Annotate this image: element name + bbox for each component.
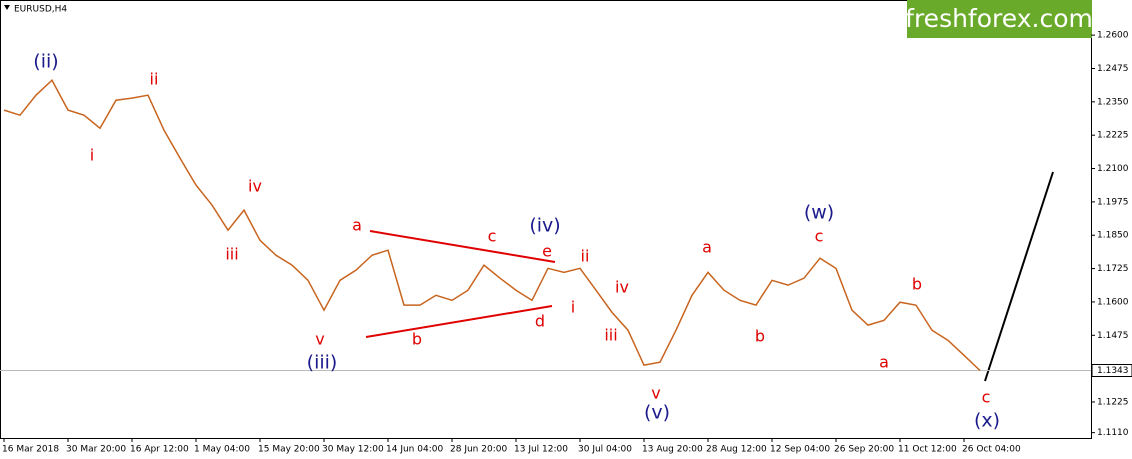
- projection-line: [984, 171, 1054, 382]
- wave-label: b: [755, 327, 765, 346]
- wave-label: b: [912, 275, 922, 294]
- plot-frame: [0, 0, 1092, 439]
- wave-label: c: [815, 227, 824, 246]
- x-tick-label: 16 Apr 12:00: [130, 445, 189, 455]
- triangle-lower: [365, 305, 553, 338]
- x-tick-label: 28 Aug 12:00: [706, 445, 767, 455]
- x-tick-label: 11 Oct 12:00: [898, 445, 957, 455]
- x-tick-label: 28 Jun 20:00: [450, 445, 507, 455]
- wave-label: iii: [604, 326, 617, 345]
- x-tick-label: 13 Aug 20:00: [642, 445, 703, 455]
- wave-label: c: [982, 388, 991, 407]
- y-tick-label: 1.2600: [1097, 31, 1129, 41]
- wave-label: iv: [248, 177, 262, 196]
- x-tick-label: 16 Mar 2018: [2, 445, 59, 455]
- price-line: [3, 79, 981, 372]
- wave-label: (x): [974, 410, 1000, 432]
- wave-label: a: [702, 238, 712, 257]
- x-tick-label: 14 Jun 04:00: [386, 445, 443, 455]
- wave-label: b: [412, 330, 422, 349]
- symbol: EURUSD,H4: [14, 5, 67, 15]
- symbol-icon: [4, 5, 10, 10]
- x-tick-label: 26 Oct 04:00: [962, 445, 1021, 455]
- wave-label: a: [352, 216, 362, 235]
- wave-label: (ii): [33, 51, 58, 73]
- x-tick-label: 12 Sep 04:00: [770, 445, 830, 455]
- wave-label: ii: [581, 247, 590, 266]
- wave-label: e: [542, 242, 552, 261]
- wave-label: (iii): [307, 352, 338, 374]
- y-tick-label: 1.2350: [1097, 97, 1129, 107]
- wave-label: (v): [644, 402, 670, 424]
- triangle-upper: [369, 230, 556, 263]
- x-tick-label: 30 Mar 20:00: [66, 445, 126, 455]
- wave-label: (w): [804, 202, 834, 224]
- y-tick-label: 1.2475: [1097, 64, 1129, 74]
- x-tick-label: 30 Jul 04:00: [578, 445, 632, 455]
- y-tick-label: 1.1225: [1097, 397, 1129, 407]
- wave-label: d: [535, 312, 545, 331]
- wave-label: v: [315, 330, 324, 349]
- wave-label: ii: [150, 70, 159, 89]
- wave-label: v: [651, 384, 660, 403]
- last-price-box: [1091, 364, 1132, 378]
- y-tick-label: 1.1850: [1097, 231, 1129, 241]
- wave-label: (iv): [529, 215, 560, 237]
- wave-label: i: [571, 298, 575, 317]
- x-tick-label: 1 May 04:00: [194, 445, 250, 455]
- y-tick-label: 1.1600: [1097, 297, 1129, 307]
- x-tick-label: 13 Jul 12:00: [514, 445, 568, 455]
- wave-label: c: [488, 227, 497, 246]
- wave-label: iii: [225, 245, 238, 264]
- wave-label: i: [90, 146, 94, 165]
- logo-box: [907, 0, 1092, 38]
- wave-label: iv: [615, 278, 629, 297]
- last-price-label: 1.1343: [1097, 366, 1129, 376]
- logo: freshforex.com: [905, 4, 1093, 33]
- x-tick-label: 15 May 20:00: [258, 445, 320, 455]
- x-tick-label: 30 May 12:00: [322, 445, 384, 455]
- x-tick-label: 26 Sep 20:00: [834, 445, 894, 455]
- y-tick-label: 1.1725: [1097, 264, 1129, 274]
- y-tick-label: 1.2225: [1097, 131, 1129, 141]
- y-tick-label: 1.1475: [1097, 331, 1129, 341]
- y-tick-label: 1.2100: [1097, 164, 1129, 174]
- wave-label: a: [879, 353, 889, 372]
- y-tick-label: 1.1975: [1097, 197, 1129, 207]
- y-tick-label: 1.1110: [1097, 428, 1129, 438]
